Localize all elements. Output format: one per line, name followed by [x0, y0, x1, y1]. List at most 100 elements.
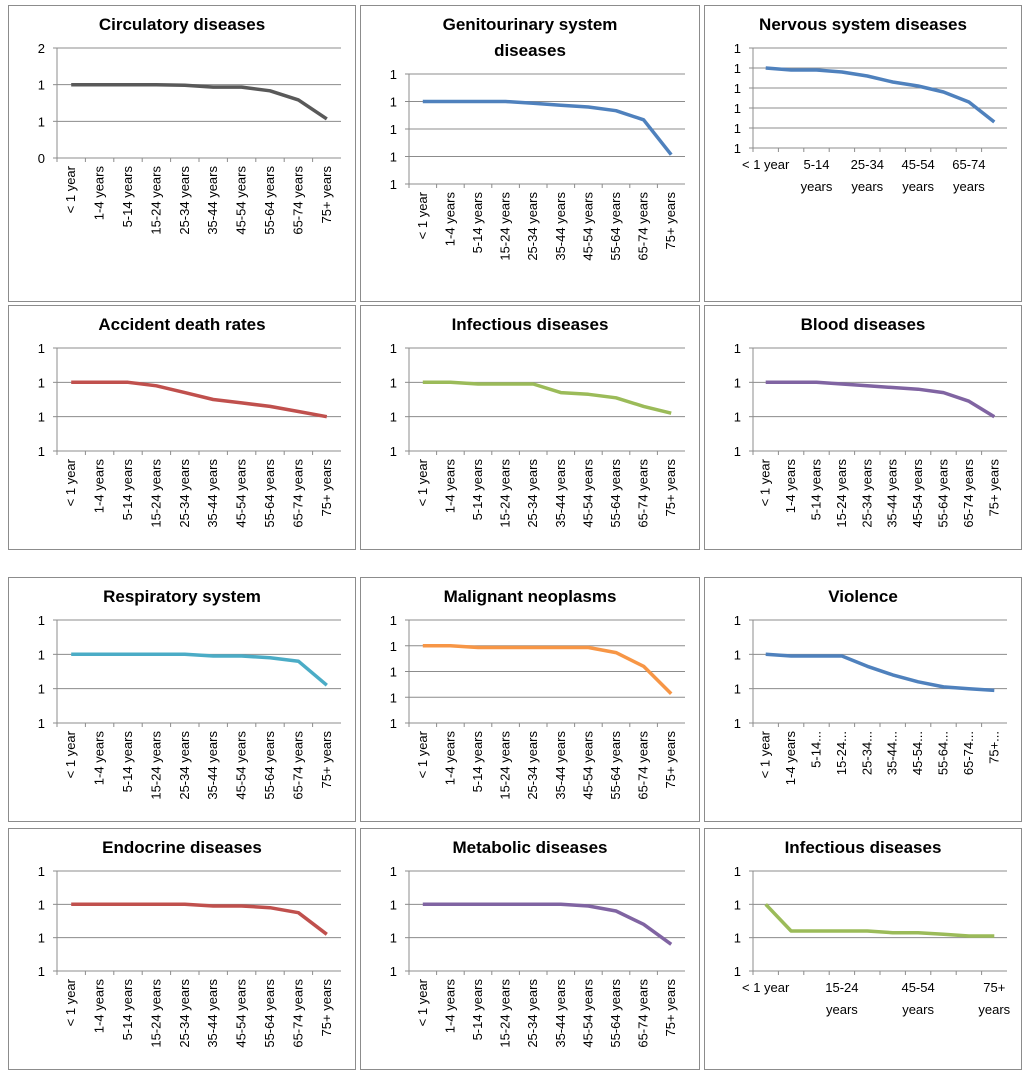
y-tick-label: 1 — [734, 647, 741, 662]
x-tick-label: 15-24 years — [148, 459, 163, 528]
chart-panel: Genitourinary system diseases 1 1 1 1 1 < 1 ye… — [360, 5, 700, 302]
y-tick-label: 1 — [390, 341, 397, 356]
y-tick-label: 1 — [734, 41, 741, 56]
x-tick-label: 65-74 years — [290, 731, 305, 800]
x-tick-label: 15-24 years — [148, 979, 163, 1048]
y-tick-label: 1 — [38, 341, 45, 356]
x-tick-label: 45-54... — [910, 731, 925, 775]
y-tick-label: 1 — [38, 897, 45, 912]
y-tick-label: 1 — [734, 375, 741, 390]
x-tick-label: 55-64 years — [608, 192, 623, 261]
x-tick-label: 5-14 years — [470, 731, 485, 793]
y-tick-label: 1 — [38, 613, 45, 628]
y-tick-label: 1 — [390, 613, 397, 628]
y-tick-label: 1 — [390, 177, 397, 192]
x-tick-label: 15-24 years — [498, 979, 513, 1048]
y-tick-label: 1 — [390, 95, 397, 110]
x-tick-label: 75+ years — [319, 166, 334, 224]
y-tick-label: 1 — [734, 931, 741, 946]
x-tick-label: 45-54 years — [901, 980, 935, 1017]
data-line — [765, 652, 995, 693]
x-tick-label: 65-74 years — [290, 979, 305, 1048]
x-tick-label: 55-64 years — [608, 731, 623, 800]
chart-title: Metabolic diseases — [452, 838, 608, 857]
x-tick-label: 1-4 years — [92, 731, 107, 786]
x-tick-label: 75+ years — [663, 192, 678, 250]
y-tick-label: 1 — [390, 716, 397, 731]
y-tick-label: 1 — [734, 81, 741, 96]
x-tick-label: 1-4 years — [442, 459, 457, 514]
x-tick-label: 25-34 years — [177, 979, 192, 1048]
y-tick-label: 1 — [734, 444, 741, 459]
chart-title: Accident death rates — [98, 315, 266, 334]
x-tick-label: 35-44... — [885, 731, 900, 775]
chart-panel: Nervous system diseases 1 1 1 1 1 1 < 1 year 5-1… — [704, 5, 1022, 302]
x-tick-label: 25-34 years — [525, 192, 540, 261]
chart-title: Malignant neoplasms — [443, 587, 617, 606]
y-tick-label: 1 — [390, 410, 397, 425]
y-tick-label: 1 — [734, 897, 741, 912]
x-tick-label: 75+ years — [663, 731, 678, 789]
y-tick-label: 1 — [734, 121, 741, 136]
chart-title: Nervous system diseases — [759, 15, 967, 34]
x-tick-label: 25-34 years — [177, 166, 192, 235]
y-tick-label: 1 — [390, 444, 397, 459]
x-tick-label: 75+... — [986, 731, 1001, 764]
x-tick-label: < 1 year — [415, 458, 430, 506]
chart-panel: Violence 1 1 1 1 < 1 year 1-4 years 5-14... 15-2… — [704, 577, 1022, 822]
y-tick-label: 1 — [390, 639, 397, 654]
chart-title: Infectious diseases — [784, 838, 942, 857]
chart-title: Infectious diseases — [451, 315, 609, 334]
x-tick-label: 1-4 years — [442, 979, 457, 1034]
x-tick-label: 45-54 years — [580, 979, 595, 1048]
x-tick-label: 75+ years — [319, 459, 334, 517]
x-tick-label: 1-4 years — [783, 731, 798, 786]
chart-panel: Malignant neoplasms 1 1 1 1 1 < 1 year 1-4 year… — [360, 577, 700, 822]
x-tick-label: 55-64... — [936, 731, 951, 775]
x-tick-label: < 1 year — [742, 157, 790, 172]
x-tick-label: 35-44 years — [885, 459, 900, 528]
data-line — [422, 380, 672, 415]
x-tick-label: < 1 year — [63, 978, 78, 1026]
x-tick-label: 55-64 years — [608, 459, 623, 528]
x-tick-label: < 1 year — [742, 980, 790, 995]
x-tick-label: 15-24 years — [498, 459, 513, 528]
y-tick-label: 1 — [390, 931, 397, 946]
x-tick-label: 75+ years — [986, 459, 1001, 517]
chart-title: Genitourinary system diseases — [442, 15, 618, 60]
y-tick-label: 1 — [734, 141, 741, 156]
x-tick-label: 35-44 years — [553, 192, 568, 261]
y-tick-label: 1 — [38, 931, 45, 946]
x-tick-label: 5-14 years — [120, 166, 135, 228]
x-tick-label: 55-64 years — [262, 979, 277, 1048]
x-tick-label: 5-14... — [809, 731, 824, 768]
x-tick-label: 65-74 years — [636, 459, 651, 528]
x-tick-label: < 1 year — [415, 978, 430, 1026]
chart-title: Endocrine diseases — [102, 838, 262, 857]
y-tick-label: 1 — [38, 864, 45, 879]
x-tick-label: 25-34 years — [177, 731, 192, 800]
chart-panel: Circulatory diseases 0 1 1 2 < 1 year 1-4 year… — [8, 5, 356, 302]
data-line — [764, 903, 995, 938]
data-line — [422, 643, 673, 696]
x-tick-label: 75+ years — [319, 731, 334, 789]
x-tick-label: 1-4 years — [92, 459, 107, 514]
x-tick-label: 5-14 years — [120, 979, 135, 1041]
x-tick-label: 65-74 years — [290, 166, 305, 235]
y-tick-label: 1 — [734, 613, 741, 628]
chart: 1 1 1 1 < 1 year 1-4 years 5-14 years 15-24 yea… — [390, 864, 685, 1048]
x-tick-label: 5-14 years — [120, 459, 135, 521]
x-tick-label: 35-44 years — [553, 459, 568, 528]
x-tick-label: < 1 year — [415, 730, 430, 778]
x-tick-label: 1-4 years — [92, 166, 107, 221]
x-tick-label: 35-44 years — [205, 731, 220, 800]
chart-panel: Infectious diseases 1 1 1 1 < 1 year 15-24 yea… — [704, 828, 1022, 1070]
data-line — [765, 380, 996, 419]
x-tick-label: 45-54 years — [580, 192, 595, 261]
x-tick-label: 65-74 years — [636, 979, 651, 1048]
chart: 1 1 1 1 1 < 1 year 1-4 years 5-14 years 15-24 ye… — [390, 613, 685, 800]
x-tick-label: 15-24... — [834, 731, 849, 775]
y-tick-label: 1 — [734, 341, 741, 356]
y-tick-label: 1 — [38, 375, 45, 390]
y-tick-label: 1 — [734, 964, 741, 979]
